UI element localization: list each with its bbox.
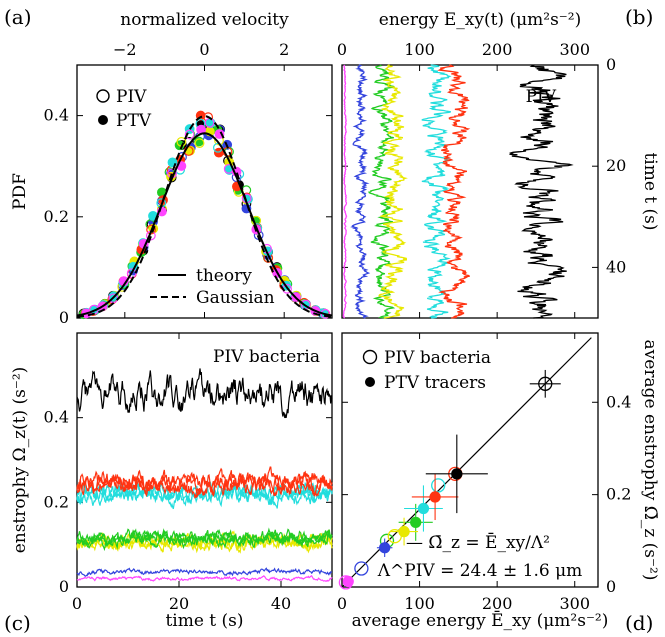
legend-marker-open (96, 89, 110, 103)
enstrophy-series-line (76, 527, 333, 552)
legend-label: PTV tracers (384, 373, 486, 393)
energy-series-line (342, 64, 348, 319)
y-tick-label: 0.2 (44, 207, 69, 226)
panel-b-energy-time: 0 100 200 300 0 20 40 energy E_xy(t) (μm²s⁻²) ti… (337, 10, 660, 319)
legend-marker-filled (98, 115, 108, 125)
y-axis-label: PDF (10, 173, 30, 210)
y-tick-label: 0 (606, 55, 616, 74)
y-tick-label: 0 (606, 577, 616, 596)
x-tick-label: 200 (482, 40, 513, 59)
y-tick-label: 0.4 (606, 392, 631, 411)
energy-series-line (378, 64, 408, 319)
data-point (184, 129, 195, 140)
x-tick-label: 100 (404, 40, 435, 59)
x-axis-label: energy E_xy(t) (μm²s⁻²) (379, 10, 581, 30)
plot-frame (341, 64, 599, 319)
ptv-point (451, 468, 463, 480)
energy-series-line (350, 64, 371, 319)
theory-curve (76, 132, 333, 317)
piv-point (354, 561, 369, 576)
x-tick-label: 0 (72, 594, 82, 613)
enstrophy-series-line (76, 467, 333, 497)
panel-d-enstrophy-vs-energy: 0 100 200 300 0 0.2 0.4 average energy Ē_xy (μm… (337, 332, 660, 631)
y-axis-label: average enstrophy Ω̄_z (s⁻²) (640, 340, 660, 581)
y-tick-label: 40 (606, 257, 626, 276)
plot-frame (341, 332, 599, 588)
panel-c-enstrophy-time: 0 20 40 0 0.2 0.4 time t (s) enstrophy Ω_z(t) (… (10, 332, 333, 631)
x-tick-label: 0 (337, 594, 347, 613)
x-tick-label: 300 (559, 594, 590, 613)
panel-label-d: (d) (625, 611, 653, 635)
x-tick-label: 0 (337, 40, 347, 59)
ptv-point (398, 525, 410, 538)
y-axis-label: time t (s) (640, 152, 660, 230)
x-axis-label: average energy Ē_xy (μm²s⁻²) (352, 610, 609, 631)
x-tick-label: 200 (482, 594, 513, 613)
y-axis-label: enstrophy Ω_z(t) (s⁻²) (10, 367, 30, 554)
legend-marker-filled (365, 377, 375, 387)
y-tick-label: 0 (59, 577, 69, 596)
panel-label-c: (c) (4, 611, 31, 635)
fit-formula: — Ω̄_z = Ē_xy/Λ² (406, 532, 550, 553)
enstrophy-series-line (76, 368, 333, 419)
ptv-point (379, 542, 391, 554)
plot-frame (76, 332, 333, 588)
panel-a-pdf: −2 0 2 0 0.2 0.4 normalized velocity PDF PIV PTV t… (10, 10, 333, 327)
y-tick-label: 0.2 (44, 492, 69, 511)
enstrophy-series-line (76, 567, 333, 577)
ptv-point (410, 516, 422, 528)
energy-series-line (368, 64, 396, 319)
y-tick-label: 0.2 (606, 485, 631, 504)
lambda-value: Λ^PIV = 24.4 ± 1.6 μm (377, 561, 583, 581)
legend-label: PIV (116, 87, 147, 107)
x-tick-label: 300 (559, 40, 590, 59)
y-tick-label: 0 (59, 308, 69, 327)
y-tick-label: 20 (606, 156, 626, 175)
legend-marker-open (362, 349, 378, 365)
x-axis-label: normalized velocity (120, 10, 289, 30)
legend-label: Gaussian (196, 288, 275, 308)
legend-label: theory (196, 266, 252, 286)
x-axis-label: time t (s) (165, 611, 243, 631)
y-tick-label: 0.4 (44, 408, 69, 427)
panel-label-b: (b) (625, 5, 653, 29)
x-tick-label: 40 (271, 594, 291, 613)
panel-label-a: (a) (4, 5, 32, 29)
enstrophy-series-line (76, 575, 333, 583)
energy-series-line (437, 64, 471, 319)
x-tick-label: 100 (404, 594, 435, 613)
gaussian-curve (76, 115, 333, 318)
ptv-point (417, 502, 430, 515)
energy-series-line (509, 64, 574, 319)
ptv-point (342, 575, 354, 588)
annotation: PIV bacteria (213, 347, 320, 367)
legend-label: PIV bacteria (384, 348, 491, 368)
x-tick-label: 0 (199, 40, 209, 59)
x-tick-label: 20 (169, 594, 189, 613)
data-point (194, 138, 205, 149)
piv-point (431, 478, 446, 493)
ptv-point (429, 491, 441, 503)
legend-label: PTV (116, 111, 152, 131)
piv-point (538, 376, 553, 391)
x-tick-label: 2 (279, 40, 289, 59)
y-tick-label: 0.4 (44, 106, 69, 125)
energy-series-line (421, 64, 452, 319)
x-tick-label: −2 (113, 40, 137, 59)
